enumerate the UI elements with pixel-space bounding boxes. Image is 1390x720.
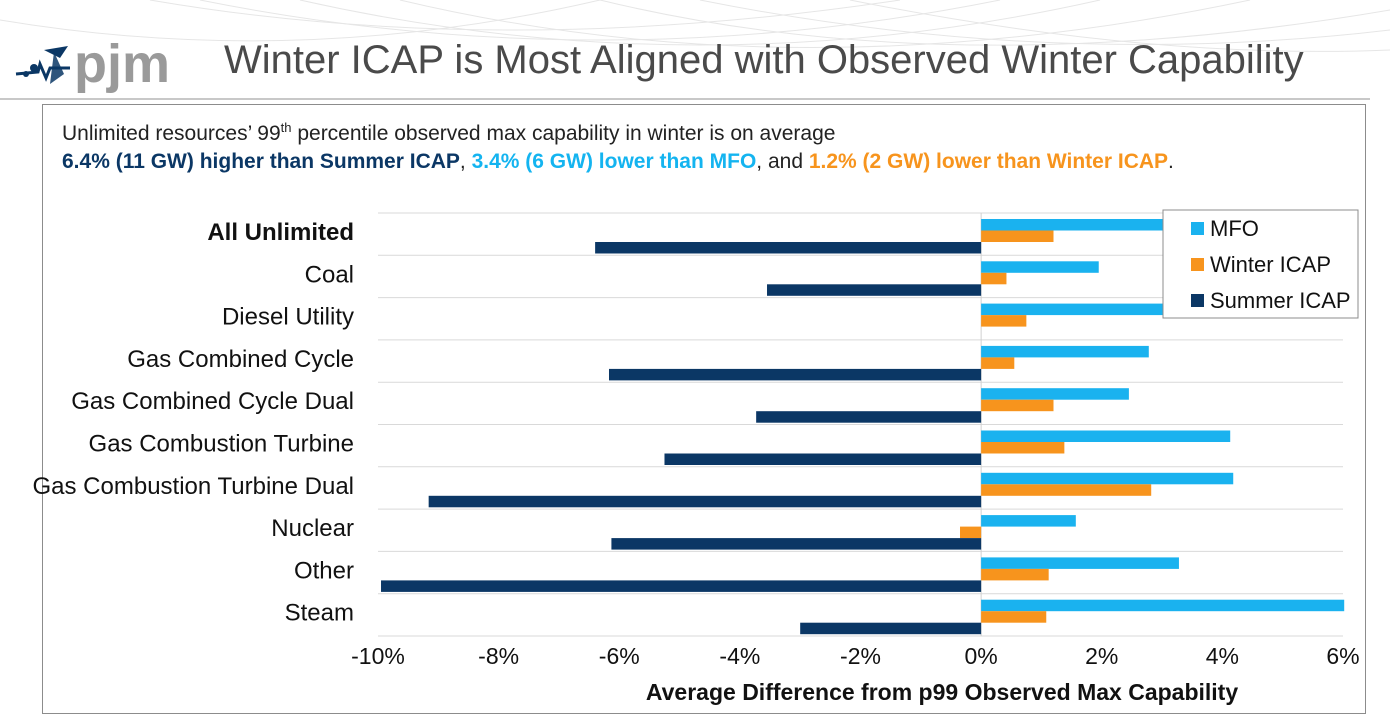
page-title: Winter ICAP is Most Aligned with Observe… — [224, 38, 1304, 82]
bar-mfo — [981, 515, 1076, 527]
bar-mfo — [981, 599, 1345, 612]
category-label: Gas Combined Cycle — [127, 346, 354, 373]
bar-mfo — [981, 303, 1172, 316]
x-tick-label: 6% — [1326, 643, 1359, 669]
category-label: Other — [294, 557, 354, 584]
bar-mfo — [981, 430, 1231, 442]
category-label: Coal — [305, 261, 354, 288]
subtitle-line-1-prefix: Unlimited resources’ 99 — [62, 122, 281, 145]
header-background-pattern — [0, 0, 1390, 52]
bar-winter-icap — [981, 230, 1054, 242]
category-label: Gas Combined Cycle Dual — [71, 388, 354, 415]
subtitle-line-1-suffix: percentile observed max capability in wi… — [291, 122, 836, 145]
category-label: Steam — [285, 600, 354, 627]
legend-label: Summer ICAP — [1210, 288, 1351, 313]
x-tick-label: 4% — [1206, 643, 1239, 669]
x-tick-label: 2% — [1085, 643, 1118, 669]
legend-swatch — [1191, 258, 1204, 271]
category-label: Nuclear — [271, 515, 354, 542]
x-tick-label: -8% — [478, 643, 519, 669]
pjm-logo: pjm — [10, 28, 200, 104]
category-label: All Unlimited — [207, 219, 354, 246]
x-tick-label: -2% — [840, 643, 881, 669]
bar-mfo — [981, 219, 1187, 231]
legend-label: Winter ICAP — [1210, 252, 1331, 277]
pjm-logo-text: pjm — [74, 34, 170, 94]
bar-summer-icap — [800, 622, 982, 635]
bar-summer-icap — [428, 495, 982, 508]
bar-summer-icap — [608, 368, 982, 381]
legend-swatch — [1191, 222, 1204, 235]
subtitle-line-2: 6.4% (11 GW) higher than Summer ICAP, 3.… — [62, 150, 1174, 174]
subtitle-separator-2: , and — [756, 150, 809, 173]
bar-mfo — [981, 261, 1099, 273]
bar-mfo — [981, 388, 1129, 400]
bar-winter-icap — [981, 399, 1054, 412]
category-label: Diesel Utility — [222, 304, 354, 331]
x-tick-label: -6% — [599, 643, 640, 669]
subtitle-line-1-sup: th — [280, 120, 292, 135]
bar-mfo — [981, 345, 1149, 358]
bar-summer-icap — [381, 580, 982, 592]
winter-icap-summary: 1.2% (2 GW) lower than Winter ICAP — [808, 150, 1169, 173]
bar-winter-icap — [981, 272, 1007, 285]
bar-winter-icap — [981, 315, 1027, 327]
summer-icap-summary: 6.4% (11 GW) higher than Summer ICAP — [62, 150, 460, 173]
bar-winter-icap — [960, 526, 982, 539]
subtitle-separator-1: , — [459, 150, 472, 173]
legend: MFO Winter ICAP Summer ICAP — [1162, 209, 1359, 319]
bar-summer-icap — [611, 538, 982, 550]
legend-label: MFO — [1210, 216, 1259, 241]
x-tick-label: -4% — [719, 643, 760, 669]
category-label: Gas Combustion Turbine — [89, 431, 354, 458]
bar-summer-icap — [756, 411, 982, 423]
bar-mfo — [981, 557, 1179, 569]
category-label: Gas Combustion Turbine Dual — [33, 473, 355, 500]
title-divider — [0, 98, 1370, 100]
legend-swatch — [1191, 294, 1204, 307]
bar-summer-icap — [664, 453, 982, 465]
pjm-logo-mark — [15, 46, 70, 84]
subtitle-end: . — [1168, 150, 1174, 173]
bar-winter-icap — [981, 442, 1065, 454]
x-axis-title: Average Difference from p99 Observed Max… — [646, 679, 1238, 705]
bar-summer-icap — [767, 284, 982, 296]
bar-winter-icap — [981, 568, 1049, 581]
bar-winter-icap — [981, 357, 1015, 369]
x-tick-label: -10% — [351, 643, 405, 669]
bar-mfo — [981, 472, 1234, 485]
x-tick-label: 0% — [965, 643, 998, 669]
subtitle-line-1: Unlimited resources’ 99th percentile obs… — [62, 120, 835, 146]
chart-panel — [42, 104, 1366, 714]
bar-summer-icap — [595, 242, 982, 254]
bar-winter-icap — [981, 611, 1047, 623]
mfo-summary: 3.4% (6 GW) lower than MFO — [471, 150, 757, 173]
bar-winter-icap — [981, 484, 1152, 496]
